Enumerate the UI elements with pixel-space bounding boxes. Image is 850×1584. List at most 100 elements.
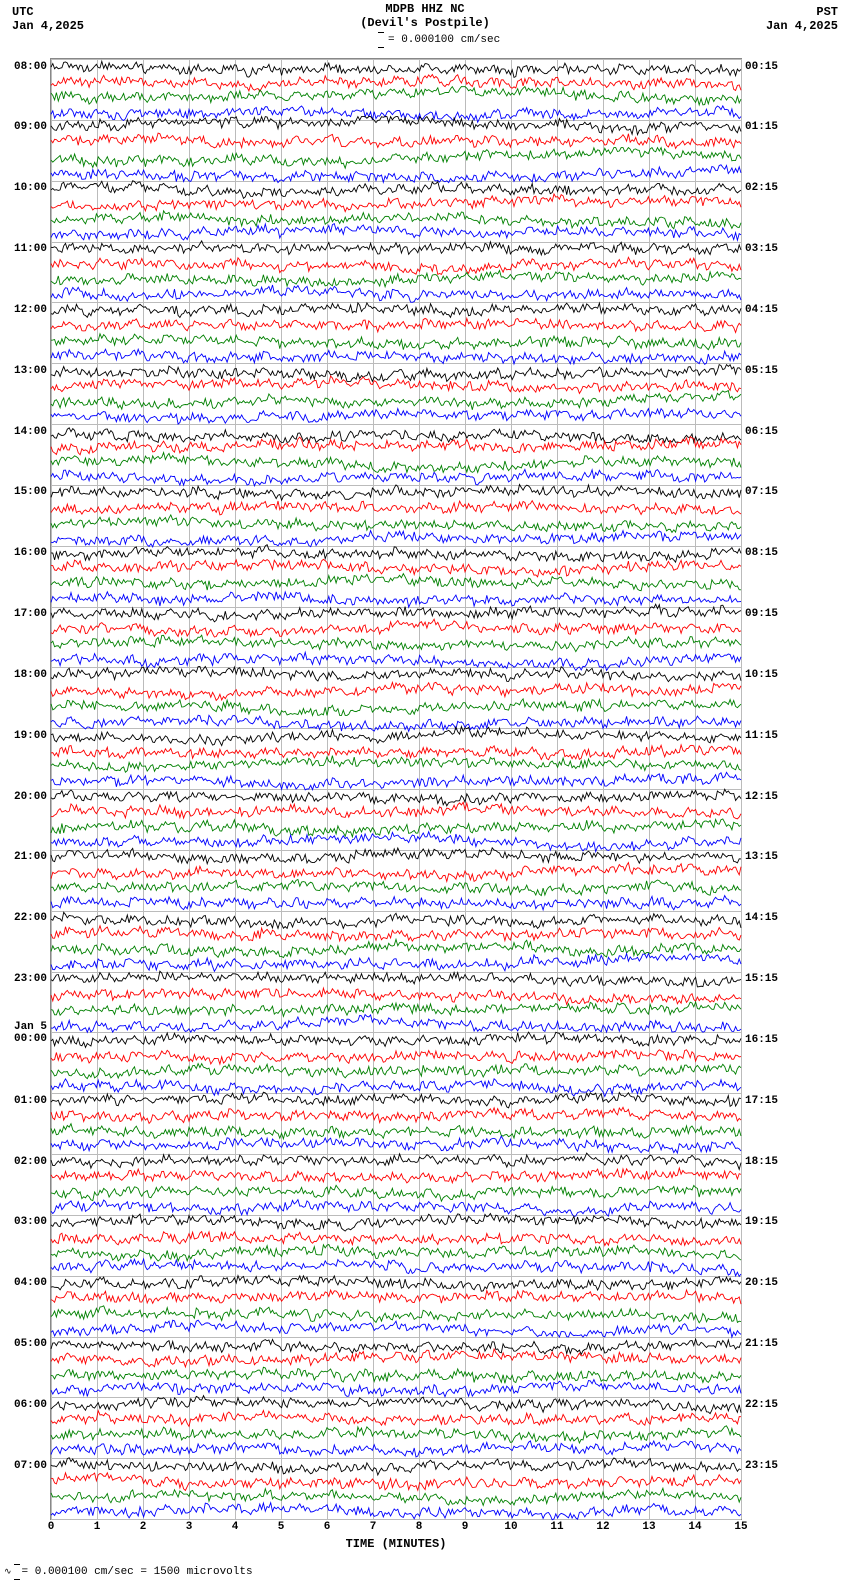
pst-hour-label: 23:15 <box>745 1460 778 1472</box>
seismic-trace <box>51 819 741 835</box>
xaxis-tick: 3 <box>186 1521 193 1533</box>
xaxis-tick: 10 <box>504 1521 517 1533</box>
seismic-trace <box>51 576 741 592</box>
seismic-trace <box>51 1367 741 1383</box>
seismic-trace <box>51 1184 741 1200</box>
seismic-trace <box>51 363 741 379</box>
grid-horizontal <box>51 546 741 547</box>
seismic-trace <box>51 743 741 759</box>
pst-hour-label: 22:15 <box>745 1399 778 1411</box>
seismic-trace <box>51 1351 741 1367</box>
seismic-trace <box>51 849 741 865</box>
station-location: (Devil's Postpile) <box>360 16 490 30</box>
seismic-trace <box>51 1443 741 1459</box>
utc-hour-label: 09:00 <box>14 121 47 133</box>
seismic-trace <box>51 1275 741 1291</box>
seismic-trace <box>51 789 741 805</box>
seismic-trace <box>51 1047 741 1063</box>
utc-hour-label: 05:00 <box>14 1338 47 1350</box>
seismic-trace <box>51 1123 741 1139</box>
xaxis-tick: 13 <box>642 1521 655 1533</box>
seismic-trace <box>51 1078 741 1094</box>
seismic-trace <box>51 758 741 774</box>
xaxis-tick: 4 <box>232 1521 239 1533</box>
xaxis-tick: 5 <box>278 1521 285 1533</box>
pst-hour-label: 09:15 <box>745 608 778 620</box>
seismic-trace <box>51 454 741 470</box>
pst-hour-label: 07:15 <box>745 486 778 498</box>
seismic-trace <box>51 59 741 75</box>
grid-horizontal <box>51 59 741 60</box>
seismic-trace <box>51 560 741 576</box>
station-code: MDPB HHZ NC <box>385 2 464 16</box>
seismic-trace <box>51 713 741 729</box>
seismic-trace <box>51 986 741 1002</box>
utc-hour-label: 02:00 <box>14 1156 47 1168</box>
grid-horizontal <box>51 1154 741 1155</box>
seismic-trace <box>51 348 741 364</box>
pst-label: PST <box>816 5 838 19</box>
grid-horizontal <box>51 850 741 851</box>
grid-horizontal <box>51 181 741 182</box>
seismic-trace <box>51 865 741 881</box>
seismic-trace <box>51 439 741 455</box>
seismic-trace <box>51 302 741 318</box>
pst-hour-label: 20:15 <box>745 1277 778 1289</box>
seismic-trace <box>51 971 741 987</box>
pst-hour-label: 15:15 <box>745 973 778 985</box>
footer-text: = 0.000100 cm/sec = 1500 microvolts <box>22 1566 253 1578</box>
seismic-trace <box>51 530 741 546</box>
footer-tilde: ∿ <box>4 1567 12 1577</box>
seismic-trace <box>51 621 741 637</box>
pst-hour-label: 03:15 <box>745 243 778 255</box>
seismic-trace <box>51 317 741 333</box>
seismic-trace <box>51 1138 741 1154</box>
seismic-trace <box>51 515 741 531</box>
seismic-trace <box>51 1017 741 1033</box>
seismic-trace <box>51 1032 741 1048</box>
seismic-trace <box>51 606 741 622</box>
utc-hour-label: 07:00 <box>14 1460 47 1472</box>
seismic-trace <box>51 408 741 424</box>
seismic-trace <box>51 697 741 713</box>
utc-hour-label: 04:00 <box>14 1277 47 1289</box>
seismic-trace <box>51 728 741 744</box>
xaxis-tick: 6 <box>324 1521 331 1533</box>
xaxis-title: TIME (MINUTES) <box>346 1537 447 1551</box>
utc-hour-label: 19:00 <box>14 730 47 742</box>
utc-hour-label: 22:00 <box>14 912 47 924</box>
seismic-trace <box>51 393 741 409</box>
pst-hour-label: 00:15 <box>745 61 778 73</box>
seismic-trace <box>51 500 741 516</box>
seismic-trace <box>51 1306 741 1322</box>
seismic-trace <box>51 1260 741 1276</box>
seismic-trace <box>51 241 741 257</box>
seismic-trace <box>51 1290 741 1306</box>
grid-horizontal <box>51 363 741 364</box>
utc-hour-label: 12:00 <box>14 304 47 316</box>
seismic-trace <box>51 165 741 181</box>
header-left: UTC Jan 4,2025 <box>12 5 84 33</box>
xaxis-tick: 2 <box>140 1521 147 1533</box>
footer-scale-bar-icon <box>16 1564 18 1580</box>
grid-horizontal <box>51 242 741 243</box>
seismic-trace <box>51 1002 741 1018</box>
grid-horizontal <box>51 485 741 486</box>
seismic-trace <box>51 1488 741 1504</box>
seismic-trace <box>51 895 741 911</box>
pst-hour-label: 10:15 <box>745 669 778 681</box>
grid-horizontal <box>51 728 741 729</box>
seismic-trace <box>51 652 741 668</box>
xaxis-tick: 14 <box>688 1521 701 1533</box>
seismic-trace <box>51 1397 741 1413</box>
seismic-trace <box>51 682 741 698</box>
grid-horizontal <box>51 972 741 973</box>
seismic-trace <box>51 226 741 242</box>
grid-horizontal <box>51 1397 741 1398</box>
grid-horizontal <box>51 607 741 608</box>
grid-horizontal <box>51 1032 741 1033</box>
xaxis-tick: 12 <box>596 1521 609 1533</box>
pst-hour-label: 06:15 <box>745 426 778 438</box>
grid-horizontal <box>51 302 741 303</box>
pst-hour-label: 16:15 <box>745 1034 778 1046</box>
